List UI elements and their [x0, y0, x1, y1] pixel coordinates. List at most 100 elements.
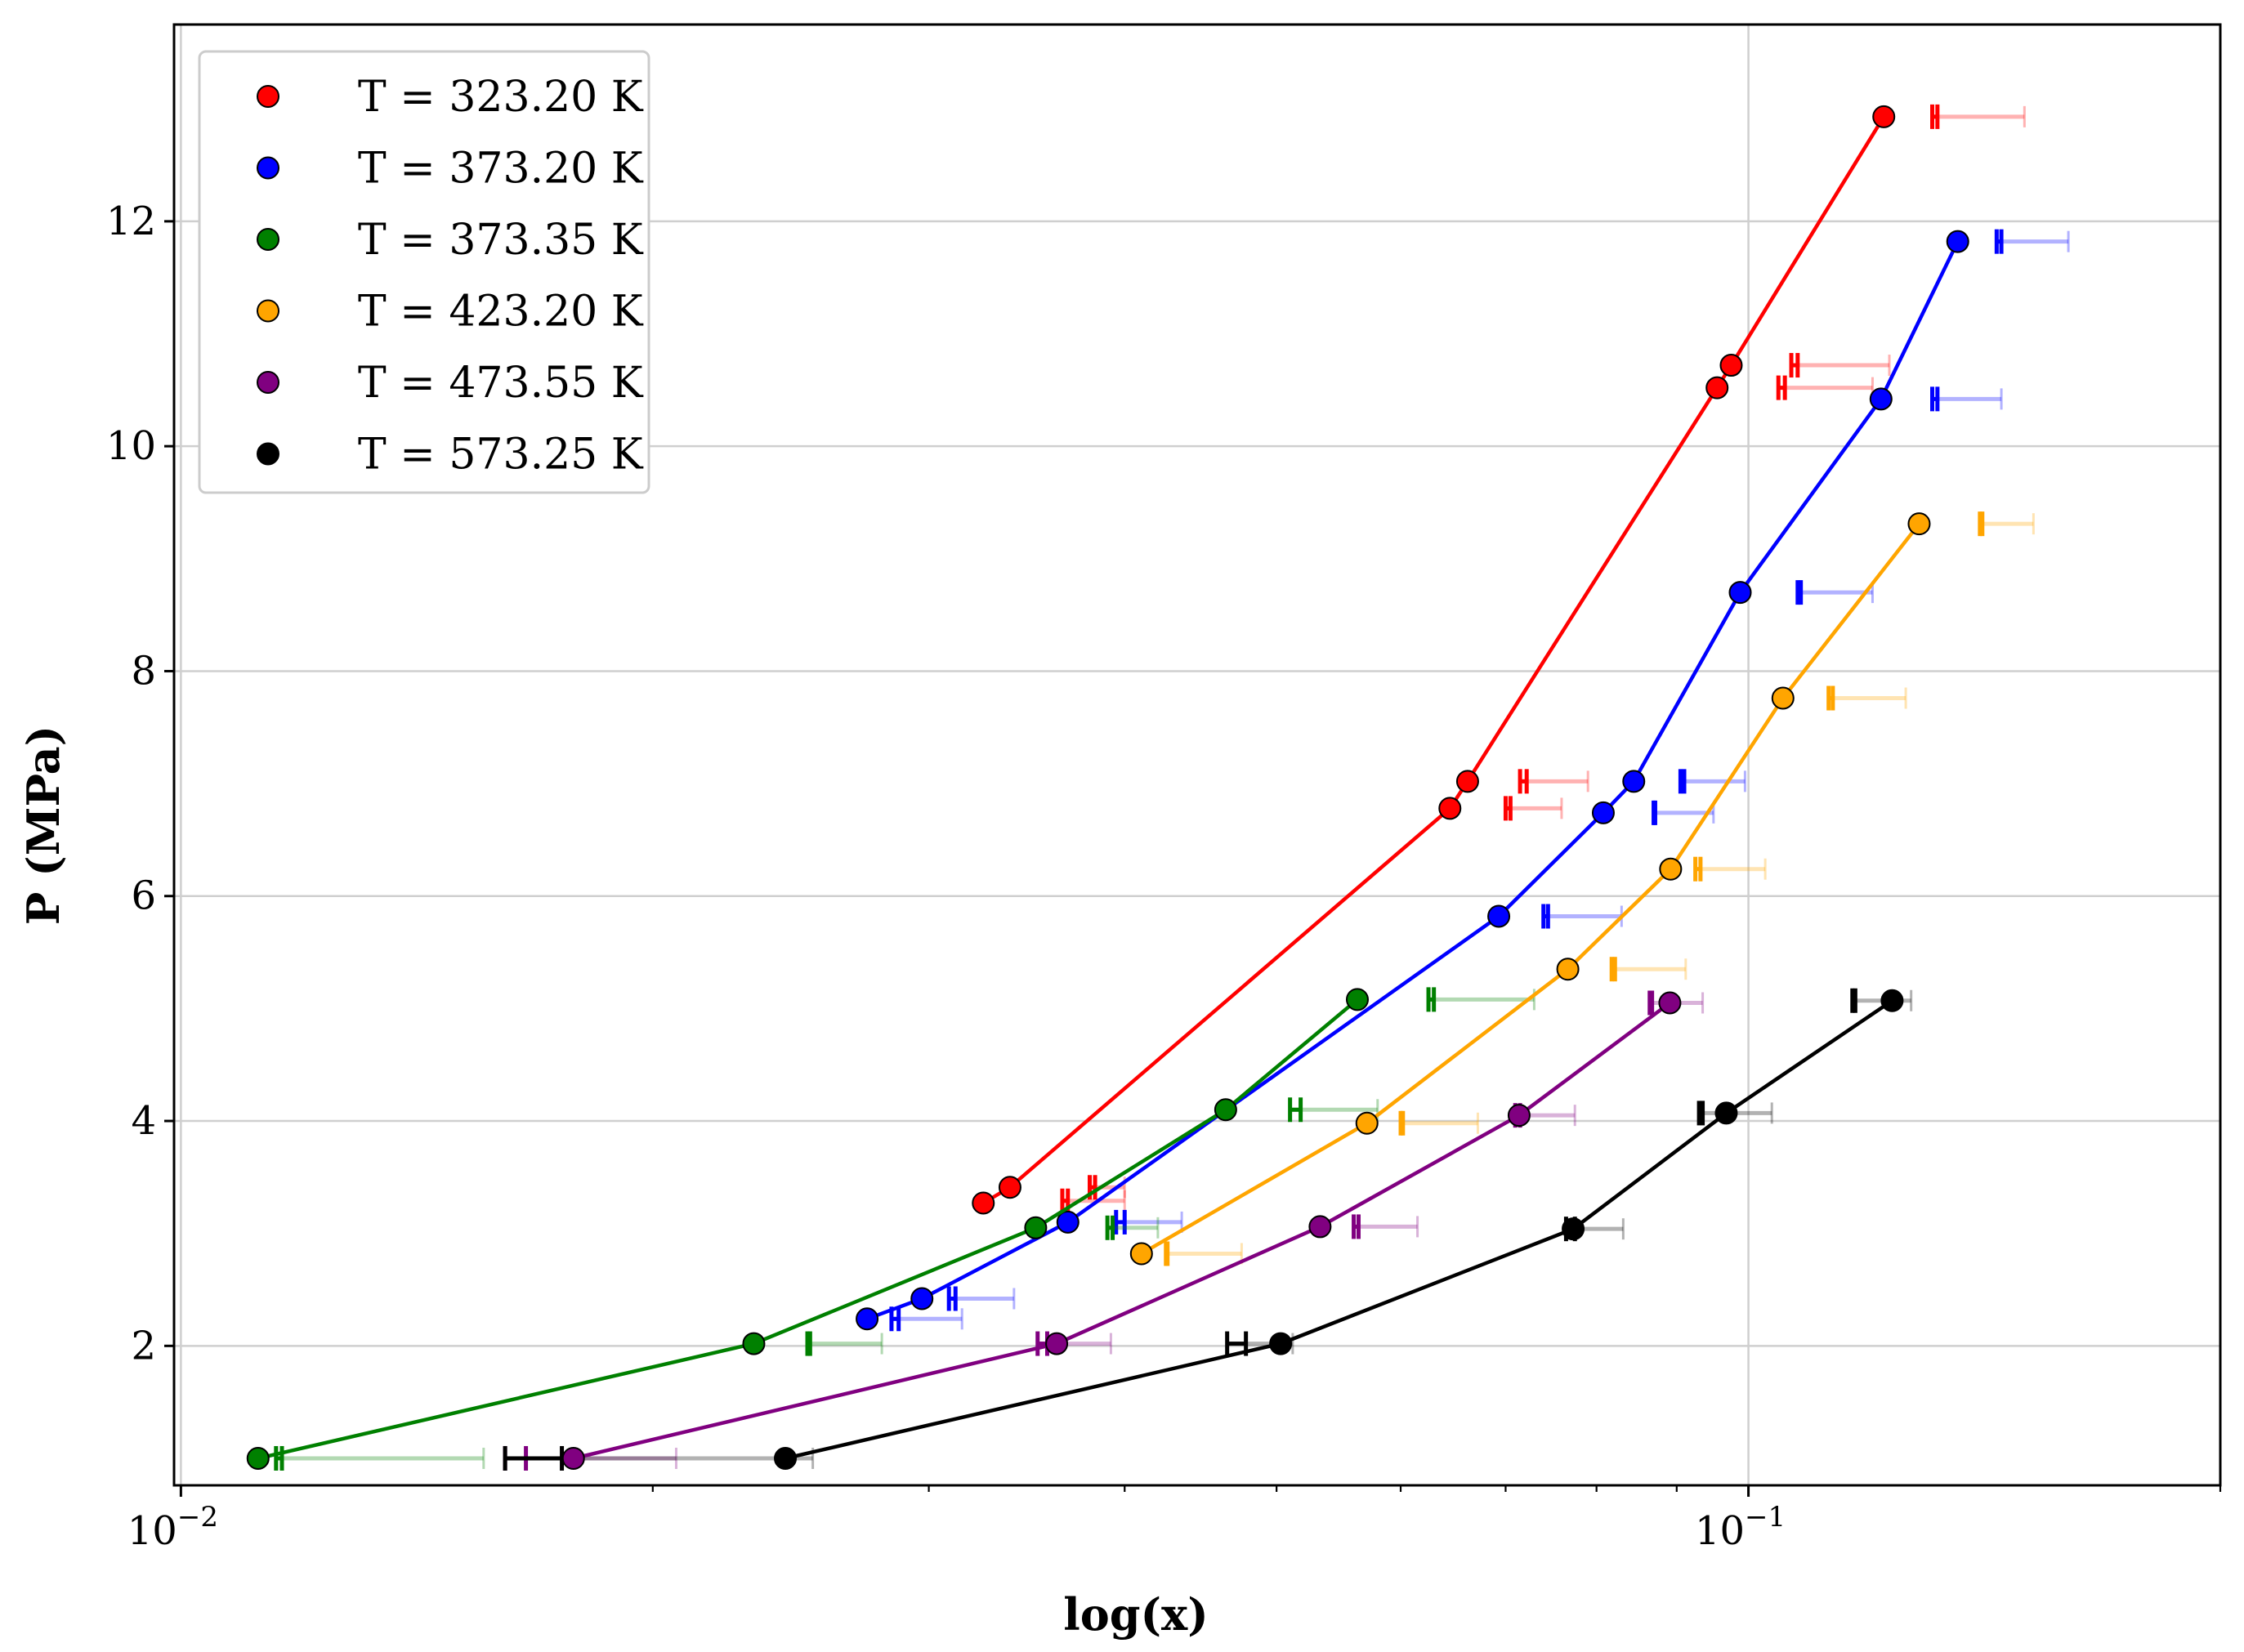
- data-point: [1907, 512, 1931, 536]
- error-bar: [1426, 987, 1535, 1012]
- legend-marker: [257, 442, 279, 466]
- legend: T = 323.20 K T = 373.20 K T = 373.35 K T = …: [198, 50, 650, 494]
- data-point: [1714, 1101, 1738, 1125]
- error-bar: [1609, 957, 1687, 982]
- error-bar: [1652, 800, 1715, 825]
- legend-entry: T = 473.55 K: [257, 359, 644, 408]
- data-point: [972, 1191, 995, 1215]
- data-point: [998, 1176, 1021, 1199]
- error-bar: [1776, 375, 1874, 400]
- data-point: [774, 1446, 798, 1470]
- legend-entry: T = 423.20 K: [257, 288, 644, 337]
- data-point: [1562, 1217, 1585, 1241]
- error-bar: [1518, 769, 1589, 794]
- series-group: [1129, 512, 1931, 1266]
- data-point: [1872, 105, 1896, 128]
- error-bar: [503, 1445, 815, 1471]
- data-point: [1658, 991, 1682, 1015]
- data-point: [1591, 801, 1615, 824]
- data-point: [1622, 770, 1646, 793]
- error-bar: [1541, 904, 1623, 929]
- legend-marker: [257, 299, 279, 323]
- y-tick-label: 2: [131, 1323, 156, 1368]
- legend-entry: T = 373.20 K: [257, 145, 644, 194]
- legend-entries: T = 323.20 K T = 373.20 K T = 373.35 K T = …: [257, 73, 644, 480]
- data-point: [1705, 376, 1729, 400]
- legend-entry: T = 373.35 K: [257, 216, 644, 265]
- error-bar: [1994, 229, 2070, 254]
- data-point: [1345, 988, 1369, 1011]
- data-point: [1269, 1332, 1293, 1355]
- data-point: [1659, 857, 1683, 881]
- data-point: [1355, 1111, 1379, 1135]
- data-point: [561, 1446, 585, 1470]
- y-axis-label: P (MPa): [17, 726, 69, 925]
- legend-label: T = 423.20 K: [358, 288, 644, 337]
- legend-marker: [257, 371, 279, 394]
- error-bar: [1930, 104, 2026, 129]
- data-series: [246, 105, 1969, 1470]
- error-bar: [1398, 1110, 1479, 1136]
- data-point: [1728, 581, 1752, 605]
- data-point: [856, 1307, 879, 1331]
- series-group: [561, 991, 1682, 1470]
- error-bar: [1693, 856, 1767, 882]
- legend-label: T = 373.35 K: [358, 216, 644, 265]
- data-point: [1056, 1210, 1080, 1234]
- data-point: [1024, 1216, 1048, 1239]
- error-bar: [1789, 353, 1891, 378]
- data-point: [1507, 1104, 1531, 1127]
- y-tick-label: 10: [106, 423, 156, 469]
- data-point: [1455, 770, 1479, 793]
- plot-area-frame: [172, 23, 2222, 1487]
- error-bar: [1164, 1241, 1243, 1266]
- error-bar: [1288, 1097, 1379, 1123]
- y-tick-label: 6: [131, 873, 156, 919]
- y-tick-label: 8: [131, 648, 156, 694]
- legend-label: T = 323.20 K: [358, 73, 644, 122]
- series-group: [972, 105, 1896, 1215]
- data-point: [1308, 1215, 1332, 1239]
- data-point: [1487, 904, 1511, 928]
- legend-entry: T = 573.25 K: [257, 431, 644, 480]
- data-point: [1438, 797, 1462, 820]
- data-point: [1719, 354, 1743, 377]
- error-bar: [274, 1445, 485, 1471]
- series-group: [856, 230, 1969, 1331]
- error-bar: [1503, 796, 1563, 821]
- legend-marker: [257, 85, 279, 108]
- legend-label: T = 373.20 K: [358, 145, 644, 194]
- legend-frame: [198, 50, 650, 494]
- error-bar: [1060, 1188, 1126, 1213]
- data-point: [1869, 387, 1893, 411]
- legend-label: T = 573.25 K: [358, 431, 644, 480]
- legend-marker: [257, 228, 279, 251]
- error-bar: [805, 1331, 883, 1356]
- data-point: [1129, 1242, 1153, 1266]
- data-point: [1771, 686, 1795, 710]
- data-point: [246, 1446, 270, 1470]
- error-bar: [1930, 386, 2003, 412]
- error-bar: [1114, 1209, 1183, 1235]
- data-point: [1880, 989, 1904, 1012]
- series-group: [246, 988, 1369, 1470]
- error-bar: [1105, 1215, 1160, 1240]
- data-point: [742, 1332, 766, 1355]
- grid-lines: [174, 25, 2220, 1485]
- data-point: [1214, 1098, 1237, 1122]
- data-point: [1556, 958, 1580, 981]
- legend-entry: T = 323.20 K: [257, 73, 644, 122]
- x-tick-label: 10−2: [127, 1501, 218, 1554]
- error-bar: [946, 1286, 1016, 1311]
- legend-marker: [257, 156, 279, 180]
- error-bar: [1978, 511, 2035, 537]
- series-group: [774, 989, 1904, 1470]
- legend-label: T = 473.55 K: [358, 359, 644, 408]
- error-bar: [1678, 769, 1746, 794]
- error-bar: [1225, 1331, 1294, 1356]
- y-tick-label: 4: [131, 1098, 156, 1144]
- y-tick-label: 12: [106, 199, 156, 244]
- data-point: [1946, 230, 1969, 253]
